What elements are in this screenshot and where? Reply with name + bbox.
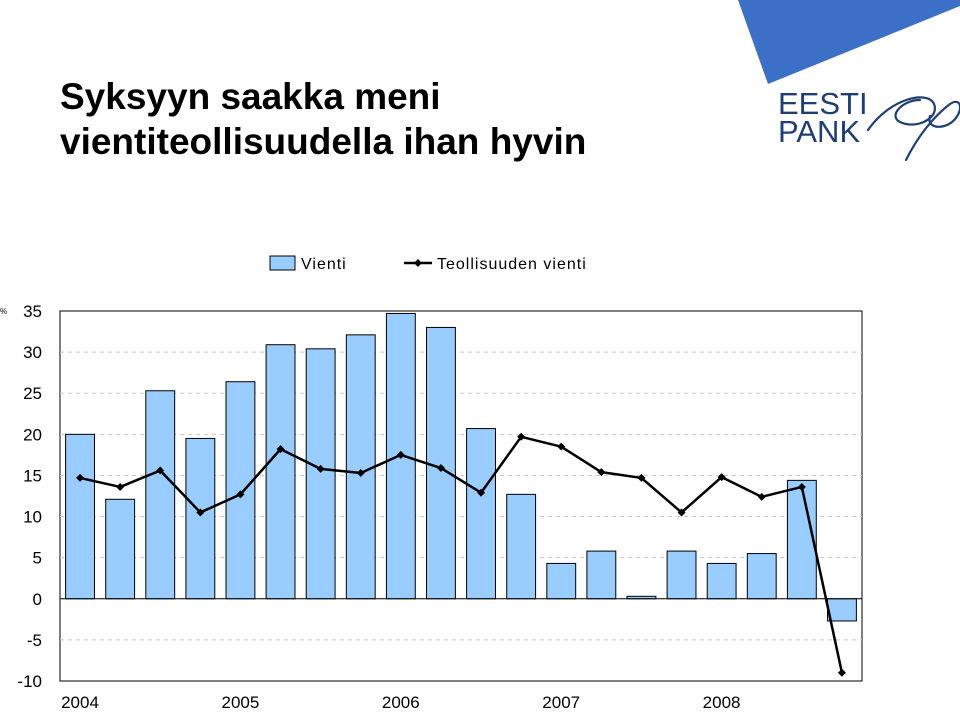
line-point-teollisuuden-vienti (597, 468, 606, 477)
logo-triangle (738, 0, 960, 84)
x-year-label: 2008 (703, 693, 741, 712)
bar-vienti (706, 562, 737, 600)
line-point-teollisuuden-vienti (637, 473, 646, 482)
x-year-label: 2007 (542, 693, 580, 712)
line-point-teollisuuden-vienti (477, 488, 486, 497)
line-point-teollisuuden-vienti (156, 466, 165, 475)
bar-vienti (225, 381, 256, 600)
line-point-teollisuuden-vienti (396, 450, 405, 459)
slide-title-line-1: Syksyyn saakka meni (60, 76, 441, 117)
line-point-teollisuuden-vienti (436, 464, 445, 473)
legend-label-vienti: Vienti (301, 256, 347, 273)
bar-vienti (345, 334, 376, 600)
line-point-teollisuuden-vienti (196, 508, 205, 517)
eesti-pank-logo: EESTI PANK (738, 0, 960, 162)
line-point-teollisuuden-vienti (837, 668, 846, 677)
y-tick-label: 5 (33, 549, 42, 568)
x-year-label: 2005 (221, 693, 259, 712)
line-point-teollisuuden-vienti (356, 468, 365, 477)
bar-vienti (145, 390, 176, 600)
plot-frame (59, 310, 863, 682)
y-tick-label: 25 (23, 384, 42, 403)
bar-vienti (65, 433, 95, 600)
y-tick-label: 10 (23, 508, 42, 527)
y-tick-label: 20 (23, 425, 42, 444)
bar-vienti (827, 598, 857, 622)
slide-title-line-2: vientiteollisuudella ihan hyvin (60, 121, 587, 162)
bar-vienti (305, 348, 336, 600)
line-teollisuuden-vienti (79, 435, 844, 674)
y-tick-label: -10 (17, 672, 42, 691)
legend-swatch-vienti (269, 255, 296, 271)
legend-marker-teollisuuden-vienti (414, 259, 422, 267)
y-unit-label: % (0, 307, 7, 316)
bar-vienti (185, 437, 216, 600)
bar-vienti (265, 344, 296, 600)
line-point-teollisuuden-vienti (757, 492, 766, 501)
y-tick-label: 35 (23, 302, 42, 321)
bar-vienti (506, 493, 537, 600)
bar-vienti (546, 562, 577, 600)
y-tick-label: 15 (23, 466, 42, 485)
line-point-teollisuuden-vienti (797, 482, 806, 491)
y-tick-label: 0 (33, 590, 42, 609)
logo-signature-icon (866, 96, 960, 162)
line-point-teollisuuden-vienti (76, 473, 85, 482)
bar-vienti (666, 550, 697, 600)
x-year-label: 2006 (382, 693, 420, 712)
bar-vienti (105, 498, 136, 600)
export-growth-chart: 35 30 25 20 15 10 5 0 -5 -10% 2004 2005 2006 2007 2008… (0, 255, 863, 712)
legend-label-teollisuuden-vienti: Teollisuuden vienti (437, 256, 587, 273)
y-tick-label: 30 (23, 343, 42, 362)
line-point-teollisuuden-vienti (236, 490, 245, 499)
logo-text-line-2: PANK (778, 114, 860, 149)
slide-title: Syksyyn saakka meni vientiteollisuudella… (60, 74, 586, 164)
bar-vienti (786, 479, 817, 600)
line-point-teollisuuden-vienti (557, 442, 566, 451)
x-year-label: 2004 (61, 693, 99, 712)
bar-vienti (426, 326, 456, 600)
line-point-teollisuuden-vienti (677, 508, 686, 517)
line-point-teollisuuden-vienti (276, 445, 285, 454)
bar-vienti (466, 428, 496, 600)
line-point-teollisuuden-vienti (316, 464, 325, 473)
line-point-teollisuuden-vienti (717, 473, 726, 482)
line-point-teollisuuden-vienti (116, 482, 125, 491)
line-point-teollisuuden-vienti (517, 432, 526, 441)
logo-text-line-1: EESTI (778, 86, 868, 121)
bar-vienti (586, 550, 617, 600)
y-tick-label: -5 (27, 631, 42, 650)
bar-vienti (746, 553, 777, 600)
